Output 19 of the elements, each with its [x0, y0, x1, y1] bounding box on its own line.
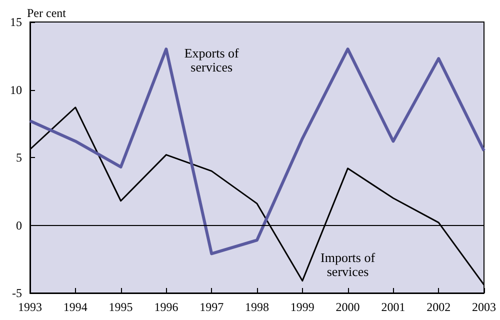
- y-tick-label: 10: [10, 82, 22, 97]
- y-tick-label: 5: [16, 150, 22, 164]
- x-tick-label: 2003: [472, 300, 496, 314]
- y-tick-label: -5: [12, 286, 22, 300]
- y-axis-title: Per cent: [27, 6, 67, 20]
- x-tick-label: 1995: [108, 300, 133, 314]
- x-tick-label: 1997: [200, 300, 224, 314]
- x-tick-label: 1998: [245, 300, 269, 314]
- x-tick-label: 1994: [63, 300, 88, 314]
- y-tick-label: 0: [16, 218, 22, 232]
- x-tick-label: 1996: [154, 300, 178, 314]
- series-label: Imports of services: [320, 250, 376, 280]
- x-tick-label: 1993: [18, 300, 42, 314]
- x-tick-label: 1999: [290, 300, 314, 314]
- y-tick-label: 15: [10, 15, 22, 29]
- x-tick-label: 2001: [381, 300, 406, 314]
- x-tick-label: 2000: [336, 300, 360, 314]
- series-label: Exports of services: [184, 45, 240, 74]
- x-tick-label: 2002: [426, 300, 451, 314]
